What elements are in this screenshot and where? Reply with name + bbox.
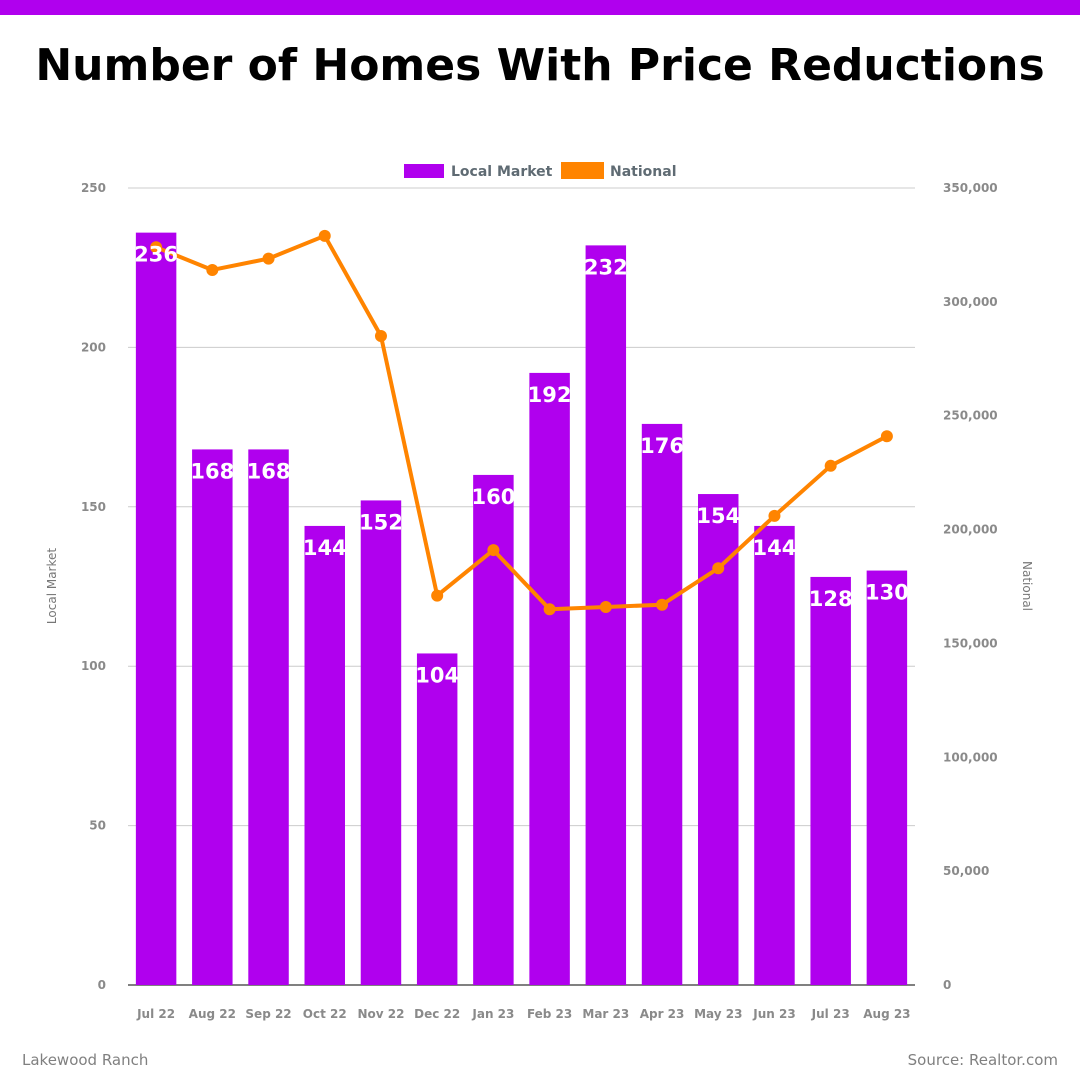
legend-national-swatch	[561, 162, 604, 179]
gridlines	[128, 187, 915, 986]
left-tick-label: 50	[89, 819, 106, 833]
bar-data-label: 232	[584, 255, 628, 279]
bar-data-label: 176	[640, 434, 684, 458]
bar-data-label: 130	[865, 581, 909, 605]
bar	[416, 653, 458, 985]
legend-local-label: Local Market	[451, 164, 553, 180]
x-tick-label: Aug 22	[189, 1007, 236, 1021]
right-tick-label: 100,000	[943, 750, 998, 764]
x-axis-ticks: Jul 22 Aug 22 Sep 22 Oct 22 Nov 22 Dec 22 Jan …	[136, 1007, 910, 1021]
bar	[360, 500, 402, 985]
x-tick-label: Jul 23	[811, 1007, 850, 1021]
x-tick-label: Mar 23	[582, 1007, 629, 1021]
national-line	[150, 229, 893, 616]
left-tick-label: 100	[81, 659, 106, 673]
right-tick-label: 250,000	[943, 409, 998, 423]
national-point	[431, 589, 444, 602]
national-point	[318, 229, 331, 242]
bar	[641, 423, 683, 985]
national-point	[487, 544, 500, 557]
national-point	[712, 562, 725, 575]
left-axis-title: Local Market	[45, 548, 59, 624]
bars	[135, 232, 908, 985]
footer-source: Source: Realtor.com	[907, 1051, 1058, 1069]
national-point	[599, 600, 612, 613]
bar-data-label: 160	[471, 485, 515, 509]
bar	[529, 372, 570, 985]
x-tick-label: Nov 22	[357, 1007, 404, 1021]
bar-data-label: 236	[134, 243, 178, 267]
national-point	[880, 430, 893, 443]
right-tick-label: 50,000	[943, 864, 989, 878]
x-tick-label: Feb 23	[527, 1007, 572, 1021]
right-axis-ticks: 0 50,000 100,000 150,000 200,000 250,000 300,0…	[943, 181, 998, 992]
bar-data-label: 192	[528, 383, 572, 407]
footer-location: Lakewood Ranch	[22, 1051, 149, 1069]
bar	[248, 449, 289, 985]
chart-title: Number of Homes With Price Reductions	[35, 40, 1045, 91]
right-axis-title: National	[1020, 561, 1034, 611]
bar	[585, 245, 627, 985]
national-point	[262, 252, 275, 265]
right-tick-label: 350,000	[943, 181, 998, 195]
right-tick-label: 150,000	[943, 636, 998, 650]
legend-national-label: National	[610, 164, 677, 180]
right-tick-label: 0	[943, 978, 951, 992]
x-tick-label: Apr 23	[640, 1007, 685, 1021]
national-point	[768, 509, 781, 522]
national-point	[543, 603, 556, 616]
bar	[866, 570, 908, 985]
x-tick-label: Jun 23	[752, 1007, 795, 1021]
bar-labels: 236 168 168 144 152 104 160 192 232 176 154 144 128 1…	[134, 243, 909, 688]
bar	[754, 525, 795, 985]
x-tick-label: Aug 23	[863, 1007, 910, 1021]
left-tick-label: 250	[81, 181, 106, 195]
national-line-path	[155, 233, 888, 612]
x-tick-label: May 23	[694, 1007, 742, 1021]
legend: Local Market National	[404, 162, 677, 180]
left-tick-label: 150	[81, 500, 106, 514]
national-point	[206, 263, 219, 276]
x-tick-label: Sep 22	[245, 1007, 291, 1021]
bar-data-label: 168	[190, 459, 234, 483]
bar-data-label: 144	[303, 536, 347, 560]
bar-data-label: 128	[809, 587, 853, 611]
national-point	[374, 330, 387, 343]
bar	[810, 576, 851, 985]
top-accent-bar	[0, 0, 1080, 15]
bar-data-label: 152	[359, 510, 403, 534]
bar	[304, 525, 345, 985]
bar	[135, 232, 177, 985]
national-point	[824, 459, 837, 472]
bar-data-label: 104	[415, 663, 459, 687]
left-axis-ticks: 0 50 100 150 200 250	[81, 181, 106, 992]
national-point	[150, 241, 163, 254]
bar-data-label: 144	[753, 536, 797, 560]
x-tick-label: Jul 22	[136, 1007, 175, 1021]
national-point	[656, 598, 669, 611]
x-tick-label: Jan 23	[471, 1007, 514, 1021]
x-tick-label: Dec 22	[414, 1007, 460, 1021]
right-tick-label: 200,000	[943, 523, 998, 537]
bar	[192, 449, 233, 985]
bar-data-label: 154	[696, 504, 740, 528]
left-tick-label: 200	[81, 340, 106, 354]
bar-data-label: 168	[247, 459, 291, 483]
right-tick-label: 300,000	[943, 295, 998, 309]
x-tick-label: Oct 22	[303, 1007, 347, 1021]
left-tick-label: 0	[98, 978, 106, 992]
legend-local-swatch	[404, 164, 444, 178]
